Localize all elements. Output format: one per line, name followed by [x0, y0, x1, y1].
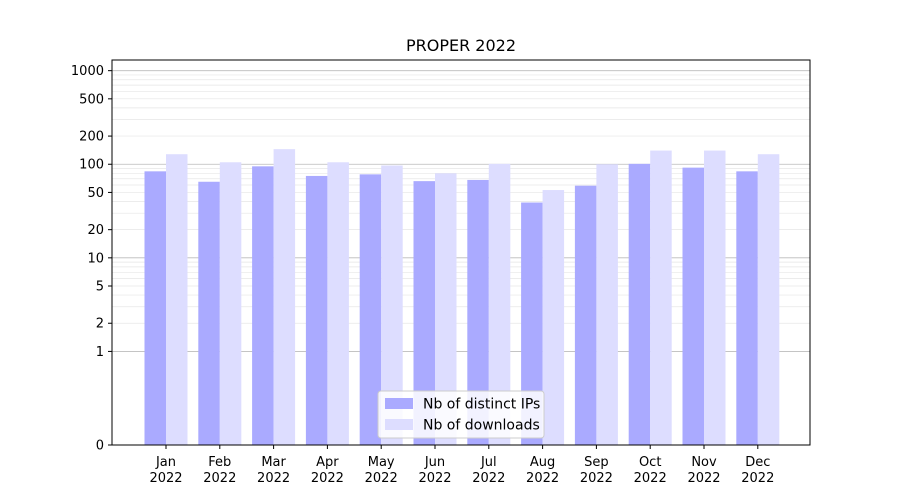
legend-box: [377, 390, 545, 439]
x-tick-label-year: 2022: [526, 471, 559, 486]
bar-downloads: [273, 149, 296, 445]
bars: [144, 149, 780, 446]
x-tick-label-month: Mar: [261, 455, 286, 470]
bar-distinct-ips: [682, 167, 704, 445]
chart-title: PROPER 2022: [406, 36, 516, 55]
x-tick-label-year: 2022: [149, 471, 182, 486]
bar-downloads: [757, 154, 780, 446]
y-tick-label: 2: [96, 317, 104, 332]
y-tick-label: 1000: [71, 64, 104, 79]
bar-distinct-ips: [467, 179, 489, 445]
x-tick-label-year: 2022: [203, 471, 236, 486]
x-tick-label-year: 2022: [311, 471, 344, 486]
x-tick-label-month: Dec: [745, 455, 770, 470]
bar-distinct-ips: [736, 171, 758, 445]
y-tick-label: 100: [79, 158, 104, 173]
x-tick-label-month: Jul: [480, 455, 497, 470]
bar-distinct-ips: [574, 185, 597, 446]
bar-downloads: [327, 162, 349, 446]
x-tick-label-year: 2022: [634, 471, 667, 486]
bar-downloads: [435, 173, 457, 445]
bar-downloads: [166, 154, 188, 446]
bar-downloads: [650, 150, 672, 445]
legend-label: Nb of distinct IPs: [423, 397, 540, 413]
bar-downloads: [542, 190, 565, 445]
x-tick-label-month: Apr: [316, 455, 339, 470]
x-tick-label-year: 2022: [365, 471, 398, 486]
bar-distinct-ips: [144, 171, 166, 445]
y-tick-label: 1: [96, 345, 104, 360]
bar-downloads: [381, 165, 403, 446]
x-tick-label-year: 2022: [687, 471, 720, 486]
x-tick-label-month: Oct: [639, 455, 661, 470]
bar-distinct-ips: [305, 175, 328, 445]
bar-distinct-ips: [413, 181, 435, 445]
x-tick-label-month: Sep: [584, 455, 609, 470]
x-tick-label-month: Jan: [155, 455, 176, 470]
y-tick-label: 200: [79, 130, 104, 145]
bar-distinct-ips: [198, 181, 220, 446]
x-tick-label-year: 2022: [472, 471, 505, 486]
bar-downloads: [704, 150, 726, 445]
bar-downloads: [596, 164, 618, 445]
bar-distinct-ips: [521, 202, 543, 445]
legend-swatch: [385, 398, 413, 409]
legend-label: Nb of downloads: [423, 418, 540, 434]
bar-downloads: [219, 162, 242, 446]
legend-swatch: [385, 419, 413, 430]
y-tick-label: 50: [87, 186, 104, 201]
y-tick-label: 5: [96, 280, 104, 295]
x-tick-label-year: 2022: [257, 471, 290, 486]
y-tick-label: 0: [96, 439, 104, 454]
axes: 01251020501002005001000Jan2022Feb2022Mar…: [71, 64, 774, 486]
x-tick-label-year: 2022: [418, 471, 451, 486]
x-tick-label-month: Nov: [691, 455, 717, 470]
legend: Nb of distinct IPs Nb of downloads: [377, 390, 545, 439]
y-tick-label: 10: [87, 251, 104, 266]
y-tick-label: 20: [87, 223, 104, 238]
x-tick-label-month: Aug: [530, 455, 555, 470]
bar-distinct-ips: [252, 166, 274, 445]
bar-distinct-ips: [359, 174, 382, 445]
x-tick-label-month: Feb: [208, 455, 231, 470]
y-tick-label: 500: [79, 92, 104, 107]
x-tick-label-year: 2022: [580, 471, 613, 486]
x-tick-label-month: Jun: [424, 455, 445, 470]
x-tick-label-year: 2022: [741, 471, 774, 486]
plot-frame: [111, 59, 811, 446]
bar-downloads: [488, 163, 511, 445]
x-tick-label-month: May: [368, 455, 395, 470]
bar-distinct-ips: [628, 163, 651, 445]
